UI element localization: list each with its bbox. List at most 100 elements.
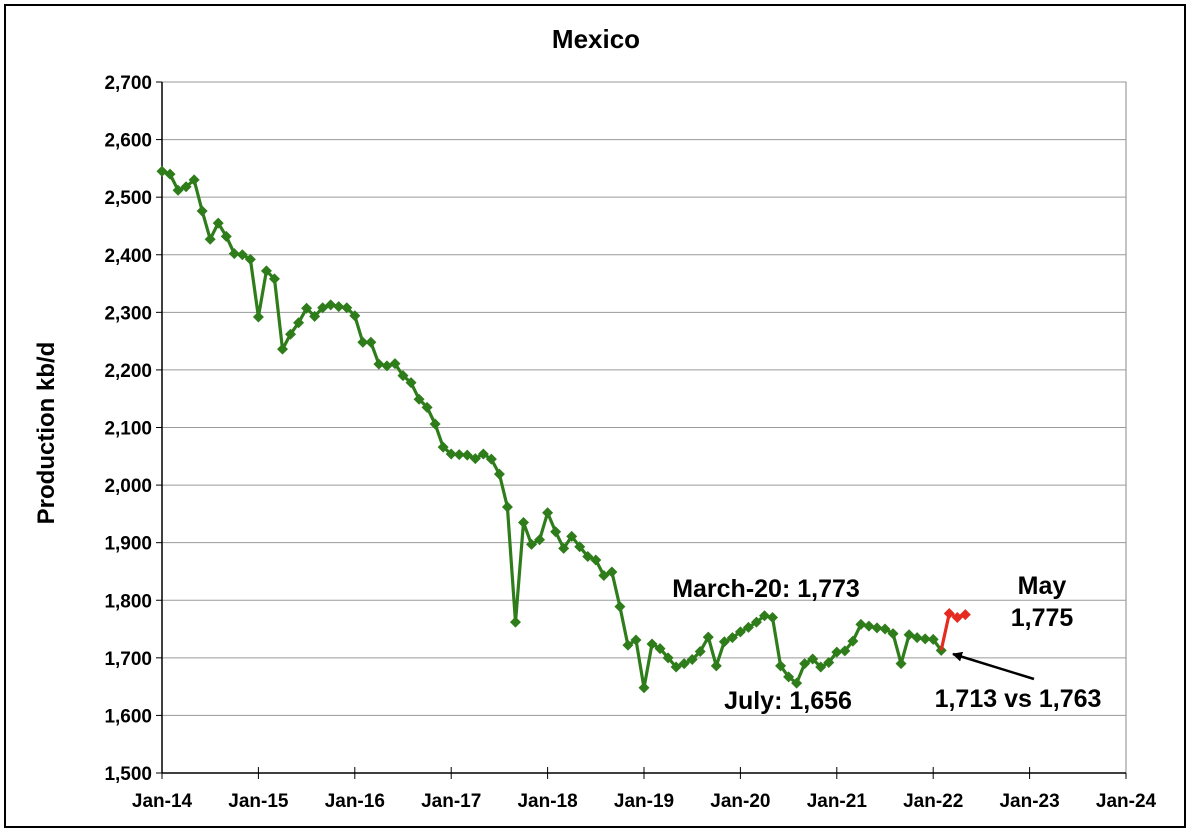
- data-point: [526, 538, 538, 550]
- data-point: [204, 233, 216, 245]
- data-point: [421, 401, 433, 413]
- data-point: [180, 181, 192, 193]
- data-point: [574, 541, 586, 553]
- data-point: [742, 621, 754, 633]
- data-point: [333, 301, 345, 313]
- y-tick-label: 2,000: [104, 476, 152, 497]
- data-point: [895, 658, 907, 670]
- x-tick-label: Jan-24: [1096, 791, 1157, 812]
- data-point: [807, 653, 819, 665]
- x-tick-label: Jan-23: [999, 791, 1059, 812]
- data-point: [871, 622, 883, 634]
- data-point: [341, 302, 353, 314]
- y-tick-label: 2,400: [104, 246, 152, 267]
- data-point: [325, 299, 337, 311]
- annotation-latest-comparison: 1,713 vs 1,763: [935, 685, 1102, 713]
- data-point: [534, 534, 546, 546]
- data-point: [301, 302, 313, 314]
- annotation-arrow: [952, 651, 1035, 681]
- data-point: [485, 453, 497, 465]
- data-point: [445, 448, 457, 460]
- data-point: [750, 616, 762, 628]
- data-point: [831, 646, 843, 658]
- y-tick-label: 2,300: [104, 303, 152, 324]
- annotation-march-20: March-20: 1,773: [672, 575, 860, 603]
- data-point: [244, 253, 256, 265]
- x-tick-label: Jan-20: [710, 791, 770, 812]
- data-point: [172, 184, 184, 196]
- data-point: [196, 205, 208, 217]
- data-point: [582, 550, 594, 562]
- y-tick-label: 2,600: [104, 131, 152, 152]
- data-point: [405, 377, 417, 389]
- y-tick-label: 2,500: [104, 188, 152, 209]
- data-point: [702, 631, 714, 643]
- data-point: [590, 554, 602, 566]
- data-point: [598, 569, 610, 581]
- data-point: [863, 620, 875, 632]
- data-point: [791, 677, 803, 689]
- data-point: [212, 217, 224, 229]
- data-point: [638, 682, 650, 694]
- x-tick-label: Jan-22: [903, 791, 963, 812]
- data-point: [799, 658, 811, 670]
- data-point: [694, 645, 706, 657]
- axes: 1,500 1,600 1,700 1,800 1,900 2,000 2,100 2,200…: [104, 73, 1156, 812]
- data-point: [477, 448, 489, 460]
- gridlines: [161, 81, 1127, 774]
- data-point: [220, 230, 232, 242]
- data-point: [349, 310, 361, 322]
- data-point: [566, 530, 578, 542]
- data-point: [670, 661, 682, 673]
- data-point: [927, 633, 939, 645]
- data-point: [429, 418, 441, 430]
- data-point: [646, 638, 658, 650]
- data-point: [252, 311, 264, 323]
- data-point: [630, 634, 642, 646]
- data-point: [654, 643, 666, 655]
- data-point: [686, 654, 698, 666]
- data-point: [815, 661, 827, 673]
- data-point: [381, 360, 393, 372]
- data-point: [309, 310, 321, 322]
- data-point: [919, 633, 931, 645]
- data-point: [285, 328, 297, 340]
- data-point: [389, 358, 401, 370]
- data-point: [759, 610, 770, 622]
- annotation-may: May: [1018, 572, 1067, 600]
- x-tick-label: Jan-14: [132, 791, 193, 812]
- data-point: [839, 645, 851, 657]
- data-point: [357, 336, 369, 348]
- data-point: [887, 628, 899, 640]
- data-point: [911, 632, 923, 644]
- y-tick-label: 1,900: [104, 534, 152, 555]
- data-point: [734, 626, 746, 638]
- data-point: [678, 658, 690, 670]
- data-point: [542, 507, 554, 519]
- data-point: [767, 612, 779, 624]
- data-point: [437, 441, 449, 453]
- x-tick-label: Jan-15: [228, 791, 289, 812]
- data-point: [710, 660, 722, 672]
- x-tick-label: Jan-18: [517, 791, 577, 812]
- data-point: [726, 632, 738, 644]
- y-tick-label: 1,700: [104, 649, 152, 670]
- y-tick-label: 2,200: [104, 361, 152, 382]
- data-point: [413, 393, 425, 405]
- data-point: [943, 607, 955, 619]
- data-point: [453, 449, 465, 461]
- data-point: [236, 249, 248, 261]
- data-point: [614, 601, 626, 613]
- x-tick-label: Jan-16: [325, 791, 385, 812]
- data-point: [662, 652, 674, 664]
- x-tick-label: Jan-17: [421, 791, 481, 812]
- data-point: [959, 609, 971, 621]
- data-point: [518, 517, 529, 529]
- y-tick-label: 2,700: [104, 73, 152, 94]
- data-point: [397, 370, 409, 382]
- x-tick-label: Jan-19: [614, 791, 674, 812]
- y-tick-label: 1,800: [104, 591, 152, 612]
- data-point: [469, 453, 481, 465]
- data-point: [228, 248, 240, 260]
- data-point: [461, 449, 473, 461]
